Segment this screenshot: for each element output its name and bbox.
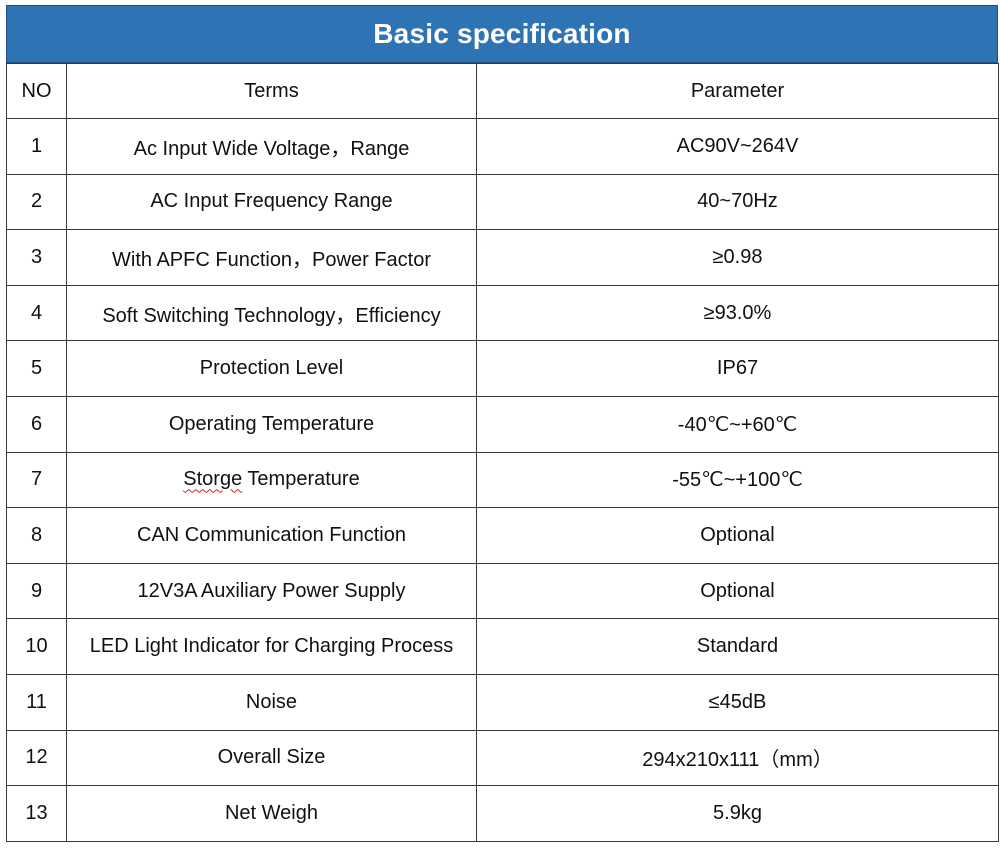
row-param: AC90V~264V xyxy=(476,118,999,175)
row-param: Optional xyxy=(476,562,999,620)
row-param: -55℃~+100℃ xyxy=(476,451,999,509)
table-row: 5 Protection Level IP67 xyxy=(6,340,999,397)
row-param: 5.9kg xyxy=(476,785,999,842)
row-term: Overall Size xyxy=(66,729,477,787)
table-row: 4 Soft Switching Technology，Efficiency ≥… xyxy=(6,284,999,342)
row-no: 12 xyxy=(6,729,67,787)
row-param: ≤45dB xyxy=(476,673,999,731)
table-row: 11 Noise ≤45dB xyxy=(6,673,999,731)
row-no: 5 xyxy=(6,340,67,397)
row-no: 11 xyxy=(6,673,67,731)
row-term: 12V3A Auxiliary Power Supply xyxy=(66,562,477,620)
table-row: 2 AC Input Frequency Range 40~70Hz xyxy=(6,173,999,231)
row-term: With APFC Function，Power Factor xyxy=(66,229,477,286)
row-no: 13 xyxy=(6,785,67,842)
spec-sheet: Basic specification NO Terms Parameter 1… xyxy=(6,5,999,842)
row-no: 9 xyxy=(6,562,67,620)
row-term: Ac Input Wide Voltage，Range xyxy=(66,118,477,175)
row-term: Protection Level xyxy=(66,340,477,397)
header-terms: Terms xyxy=(66,63,477,119)
table-title: Basic specification xyxy=(6,5,998,63)
table-row: 6 Operating Temperature -40℃~+60℃ xyxy=(6,395,999,453)
table-row: 3 With APFC Function，Power Factor ≥0.98 xyxy=(6,229,999,286)
row-param: -40℃~+60℃ xyxy=(476,395,999,453)
row-term: LED Light Indicator for Charging Process xyxy=(66,618,477,675)
row-no: 10 xyxy=(6,618,67,675)
table-row: 13 Net Weigh 5.9kg xyxy=(6,785,999,842)
row-param: 294x210x111（mm） xyxy=(476,729,999,787)
row-term: AC Input Frequency Range xyxy=(66,173,477,231)
header-row: NO Terms Parameter xyxy=(6,63,999,119)
row-term: Soft Switching Technology，Efficiency xyxy=(66,284,477,342)
table-row: 8 CAN Communication Function Optional xyxy=(6,507,999,564)
row-no: 7 xyxy=(6,451,67,509)
row-no: 6 xyxy=(6,395,67,453)
row-param: IP67 xyxy=(476,340,999,397)
row-no: 1 xyxy=(6,118,67,175)
row-no: 2 xyxy=(6,173,67,231)
row-term: Noise xyxy=(66,673,477,731)
row-no: 8 xyxy=(6,507,67,564)
table-row: 7 Storge Temperature -55℃~+100℃ xyxy=(6,451,999,509)
row-param: ≥93.0% xyxy=(476,284,999,342)
row-term: CAN Communication Function xyxy=(66,507,477,564)
row-term: Operating Temperature xyxy=(66,395,477,453)
header-parameter: Parameter xyxy=(476,63,999,119)
header-no: NO xyxy=(6,63,67,119)
row-param: 40~70Hz xyxy=(476,173,999,231)
term-rest: Temperature xyxy=(242,468,360,491)
row-no: 3 xyxy=(6,229,67,286)
row-param: Optional xyxy=(476,507,999,564)
row-term: Storge Temperature xyxy=(66,451,477,509)
table-row: 12 Overall Size 294x210x111（mm） xyxy=(6,729,999,787)
misspelled-word: Storge xyxy=(183,468,243,491)
row-term: Net Weigh xyxy=(66,785,477,842)
row-no: 4 xyxy=(6,284,67,342)
table-row: 10 LED Light Indicator for Charging Proc… xyxy=(6,618,999,675)
spec-table: NO Terms Parameter 1 Ac Input Wide Volta… xyxy=(6,63,999,842)
table-row: 9 12V3A Auxiliary Power Supply Optional xyxy=(6,562,999,620)
row-param: ≥0.98 xyxy=(476,229,999,286)
row-param: Standard xyxy=(476,618,999,675)
table-row: 1 Ac Input Wide Voltage，Range AC90V~264V xyxy=(6,118,999,175)
